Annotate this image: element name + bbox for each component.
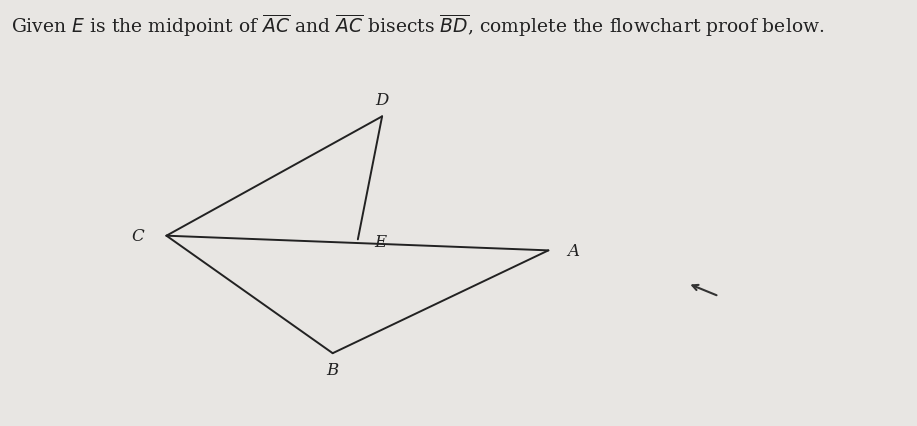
Text: Given $E$ is the midpoint of $\overline{AC}$ and $\overline{AC}$ bisects $\overl: Given $E$ is the midpoint of $\overline{…: [11, 13, 824, 39]
Text: A: A: [568, 242, 580, 259]
Text: E: E: [374, 233, 386, 250]
Text: D: D: [375, 92, 389, 109]
Text: B: B: [326, 361, 338, 378]
Text: C: C: [131, 227, 144, 245]
